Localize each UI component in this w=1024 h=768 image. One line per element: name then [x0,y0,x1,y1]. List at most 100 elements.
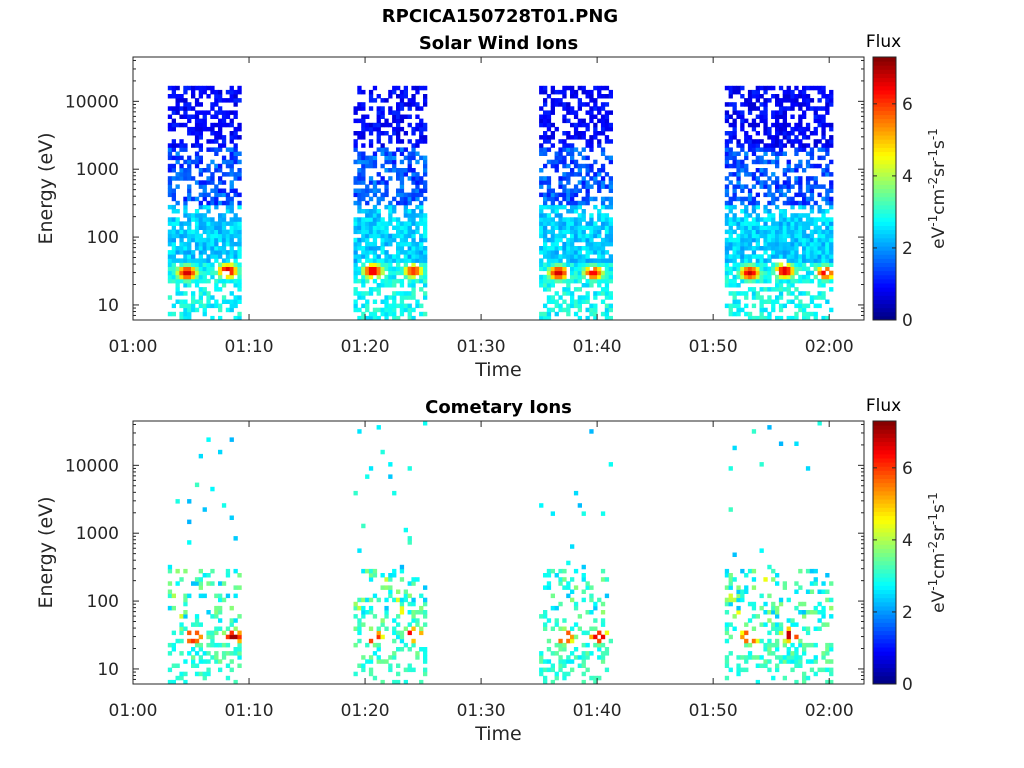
heatmap-cell [539,614,544,619]
heatmap-cell [411,295,416,300]
heatmap-cell [415,229,420,235]
heatmap-cell [191,217,196,222]
heatmap-cell [794,237,799,243]
heatmap-cell [728,209,733,214]
heatmap-cell [798,188,803,193]
heatmap-cell [759,85,764,91]
heatmap-cell [210,217,215,222]
heatmap-cell [214,200,219,206]
heatmap-cell [562,106,567,111]
heatmap-cell [600,254,606,259]
heatmap-cell [732,102,737,107]
heatmap-cell [744,237,749,243]
heatmap-cell [229,196,234,202]
heatmap-cell [778,655,784,660]
heatmap-cell [361,610,366,615]
heatmap-cell [798,659,803,664]
heatmap-cell [558,655,563,660]
heatmap-cell [763,159,768,165]
heatmap-cell [786,139,791,144]
colorbar-step [873,457,896,463]
heatmap-cell [419,274,424,280]
heatmap-cell [728,89,733,95]
heatmap-cell [767,610,772,615]
heatmap-cell [392,225,397,230]
heatmap-cell [608,262,613,267]
heatmap-cell [179,225,184,230]
heatmap-cell [550,98,555,103]
heatmap-cell [198,258,203,263]
heatmap-cell [558,184,563,189]
heatmap-cell [233,147,238,152]
heatmap-cell [218,278,223,284]
heatmap-cell [167,266,173,272]
heatmap-cell [554,126,559,132]
heatmap-cell [802,89,807,95]
heatmap-cell [573,126,579,132]
heatmap-cell [423,126,428,132]
heatmap-cell [543,85,548,91]
heatmap-cell [778,225,784,230]
heatmap-cell [794,270,799,276]
heatmap-cell [384,610,389,615]
heatmap-cell [802,601,807,607]
heatmap-cell [396,229,401,235]
heatmap-cell [771,568,776,574]
heatmap-cell [546,147,552,152]
heatmap-cell [407,246,412,251]
heatmap-cell [179,176,184,181]
heatmap-cell [167,229,173,235]
heatmap-cell [759,114,764,119]
heatmap-cell [767,630,772,636]
heatmap-cell [191,581,196,586]
heatmap-cell [581,642,586,648]
heatmap-cell [543,679,548,685]
heatmap-cell [597,225,602,230]
heatmap-cell [724,258,730,263]
heatmap-cell [562,647,567,652]
heatmap-cell [589,163,594,169]
heatmap-cell [817,225,822,230]
heatmap-cell [183,299,188,304]
heatmap-cell [550,143,555,148]
heatmap-cell [751,122,757,128]
heatmap-cell [744,274,749,280]
heatmap-cell [225,250,231,255]
heatmap-cell [183,568,188,574]
heatmap-cell [403,597,408,603]
heatmap-cell [600,131,606,136]
heatmap-cell [191,85,196,91]
colorbar-step [873,478,896,484]
heatmap-cell [396,110,401,115]
colorbar-step [873,482,896,488]
heatmap-cell [361,283,366,288]
heatmap-cell [399,610,405,615]
heatmap-cell [755,295,760,300]
heatmap-cell [175,122,180,128]
heatmap-cell [794,303,799,309]
heatmap-cell [372,573,378,578]
heatmap-cell [736,143,741,148]
heatmap-cell [539,311,544,317]
heatmap-cell [399,246,405,251]
heatmap-cell [210,486,215,492]
heatmap-cell [415,188,420,193]
heatmap-cell [380,122,385,128]
heatmap-cell [368,274,374,280]
heatmap-cell [233,626,238,631]
heatmap-cell [577,274,582,280]
heatmap-cell [415,655,420,660]
heatmap-cell [399,188,405,193]
heatmap-cell [825,200,830,206]
heatmap-cell [577,217,582,222]
heatmap-cell [794,147,799,152]
heatmap-cell [813,605,818,611]
heatmap-cell [376,172,381,177]
heatmap-cell [782,655,787,660]
panel-title: Solar Wind Ions [419,33,578,54]
heatmap-cell [214,225,219,230]
heatmap-cell [210,106,215,111]
colorbar-step [873,213,896,218]
heatmap-cell [589,585,594,590]
heatmap-cell [805,188,811,193]
